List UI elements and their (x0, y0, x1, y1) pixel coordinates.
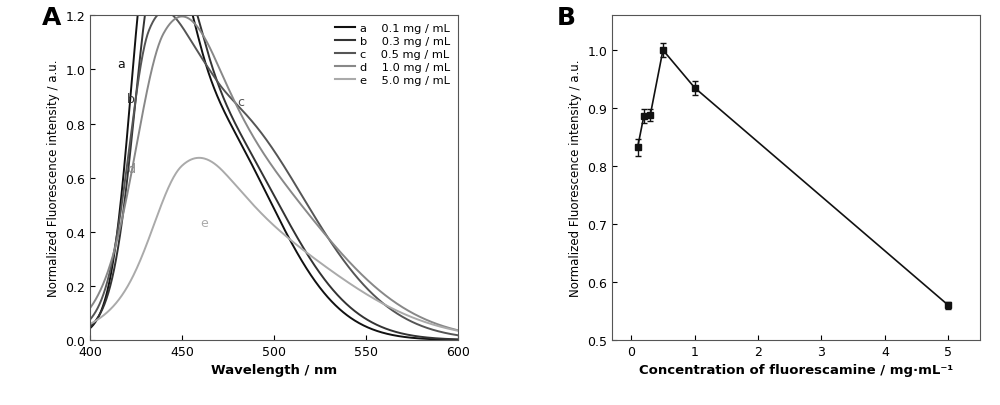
Text: b: b (127, 93, 135, 106)
Y-axis label: Normalized Fluorescence intensity / a.u.: Normalized Fluorescence intensity / a.u. (569, 60, 582, 296)
Y-axis label: Normalized Fluorescence intensity / a.u.: Normalized Fluorescence intensity / a.u. (47, 60, 60, 296)
Text: d: d (127, 163, 135, 176)
Legend: a    0.1 mg / mL, b    0.3 mg / mL, c    0.5 mg / mL, d    1.0 mg / mL, e    5.0: a 0.1 mg / mL, b 0.3 mg / mL, c 0.5 mg /… (332, 22, 452, 87)
Text: A: A (42, 6, 62, 30)
X-axis label: Concentration of fluorescamine / mg·mL⁻¹: Concentration of fluorescamine / mg·mL⁻¹ (639, 364, 953, 377)
X-axis label: Wavelength / nm: Wavelength / nm (211, 364, 337, 377)
Text: B: B (557, 6, 576, 30)
Text: e: e (200, 217, 208, 230)
Text: c: c (237, 95, 244, 108)
Text: a: a (118, 58, 125, 70)
